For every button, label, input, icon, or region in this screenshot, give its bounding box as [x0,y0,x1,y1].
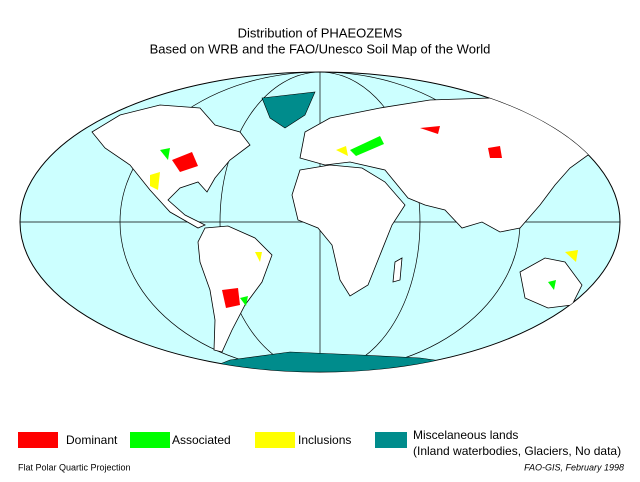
legend-label: Associated [172,433,231,447]
legend-swatch [130,432,170,448]
legend-label: Dominant [66,433,118,447]
legend-swatch [375,432,407,448]
legend-label: Miscelaneous lands [413,428,518,442]
legend: Dominant Associated Inclusions Miscelaneous… [18,428,621,458]
legend-label: Inclusions [298,433,351,447]
legend-note: (Inland waterbodies, Glaciers, No data) [413,444,621,458]
world-map [19,71,621,373]
legend-swatch [18,432,58,448]
map-title: Distribution of PHAEOZEMS [238,25,403,40]
legend-swatch [255,432,295,448]
credit: FAO-GIS, February 1998 [524,462,624,472]
projection-note: Flat Polar Quartic Projection [18,462,131,472]
map-subtitle: Based on WRB and the FAO/Unesco Soil Map… [150,41,491,56]
